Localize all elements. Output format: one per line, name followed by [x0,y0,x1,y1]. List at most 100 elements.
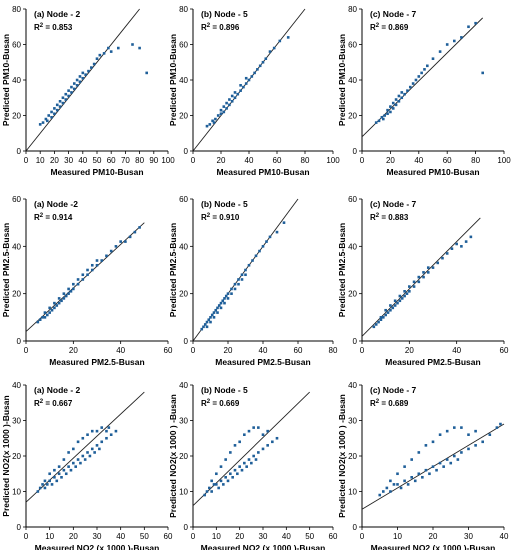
data-point [64,98,68,101]
data-point [44,117,48,121]
data-point [202,325,205,329]
data-point [224,294,228,298]
data-point [412,280,416,284]
data-point [62,468,66,472]
y-axis-label: Predicted NO2(x 1000 ) -Busan [337,394,347,518]
scatter-panel-7: 0 10 20 30 40 50 60 0 10 20 30 40 (b) Node - 5 R2 = 0… [168,381,338,550]
data-point [128,235,132,239]
data-point [481,71,484,75]
data-point [205,320,209,324]
x-axis-label: Measured PM10-Busan [216,167,309,177]
y-axis-label: Predicted PM2.5-Busan [337,223,347,317]
data-point [53,112,56,116]
data-point [254,458,258,461]
data-point [422,271,425,274]
data-point [389,110,392,114]
data-point [81,454,85,458]
x-tick-label: 60 [500,346,509,355]
y-tick-label: 10 [179,488,188,497]
y-tick-label: 0 [184,523,189,532]
data-point [431,266,435,269]
scatter-panel-6: 0 10 20 30 40 50 60 0 10 20 30 40 (a) Node - 2 R2 = 0… [1,381,173,550]
data-point [225,101,228,105]
y-tick-label: 40 [348,381,357,390]
data-point [62,292,66,295]
data-point [48,306,51,310]
data-point [72,287,75,291]
data-point [67,451,70,454]
data-point [382,316,385,319]
data-point [233,96,237,100]
data-point [95,263,99,267]
data-point [67,465,70,468]
data-point [244,82,248,85]
x-tick-label: 40 [452,346,461,355]
data-point [61,96,65,100]
data-point [67,292,70,295]
data-point [396,472,399,476]
data-point [436,261,440,265]
data-point [450,247,454,250]
data-point [46,313,49,317]
data-point [257,451,260,454]
data-point [60,299,63,303]
data-point [62,297,66,300]
data-point [426,271,430,274]
data-point [50,110,53,114]
data-point [394,98,398,101]
data-point [389,304,392,307]
data-point [90,447,94,451]
data-point [41,316,44,319]
y-tick-label: 20 [179,452,188,461]
data-point [233,91,237,94]
x-tick-label: 40 [116,346,125,355]
data-point [203,493,206,497]
data-point [75,84,79,87]
y-tick-label: 20 [179,290,188,299]
data-point [417,451,421,454]
data-point [38,318,42,321]
data-point [382,490,385,493]
data-point [380,115,384,119]
data-point [67,287,70,291]
data-point [252,426,255,429]
data-point [50,115,53,119]
data-point [406,483,410,486]
x-tick-label: 100 [497,156,511,165]
data-point [422,275,425,279]
y-tick-label: 20 [12,112,21,121]
data-point [55,108,59,112]
data-point [138,46,141,50]
data-point [102,52,106,55]
data-point [233,444,237,447]
data-point [453,454,456,458]
data-point [236,472,239,476]
data-point [400,297,404,300]
data-point [217,304,221,307]
x-tick-label: 0 [191,532,196,541]
data-point [76,278,80,281]
data-point [438,461,442,465]
data-point [36,490,40,493]
y-tick-label: 20 [12,290,21,299]
data-point [379,316,383,319]
r-squared-label: R2 = 0.869 [370,23,409,32]
data-point [93,451,96,454]
data-point [426,266,430,269]
data-point [105,436,108,440]
x-tick-label: 40 [116,532,125,541]
y-tick-label: 60 [12,41,21,50]
r-squared-label: R2 = 0.896 [201,23,240,32]
data-point [393,299,397,303]
data-point [43,316,47,319]
data-point [488,433,492,436]
x-tick-label: 30 [64,156,73,165]
data-point [237,282,240,286]
data-point [212,311,216,314]
y-tick-label: 80 [348,5,357,14]
x-tick-label: 40 [245,156,254,165]
x-tick-label: 80 [135,156,144,165]
x-tick-label: 0 [360,532,365,541]
data-point [372,325,376,329]
data-point [275,436,279,440]
